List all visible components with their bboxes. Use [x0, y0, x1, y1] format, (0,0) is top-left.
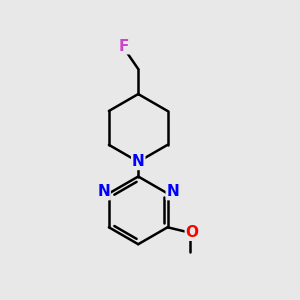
Text: F: F — [119, 39, 129, 54]
Text: N: N — [97, 184, 110, 200]
Text: N: N — [132, 154, 145, 169]
Text: N: N — [167, 184, 179, 200]
Text: O: O — [185, 225, 199, 240]
